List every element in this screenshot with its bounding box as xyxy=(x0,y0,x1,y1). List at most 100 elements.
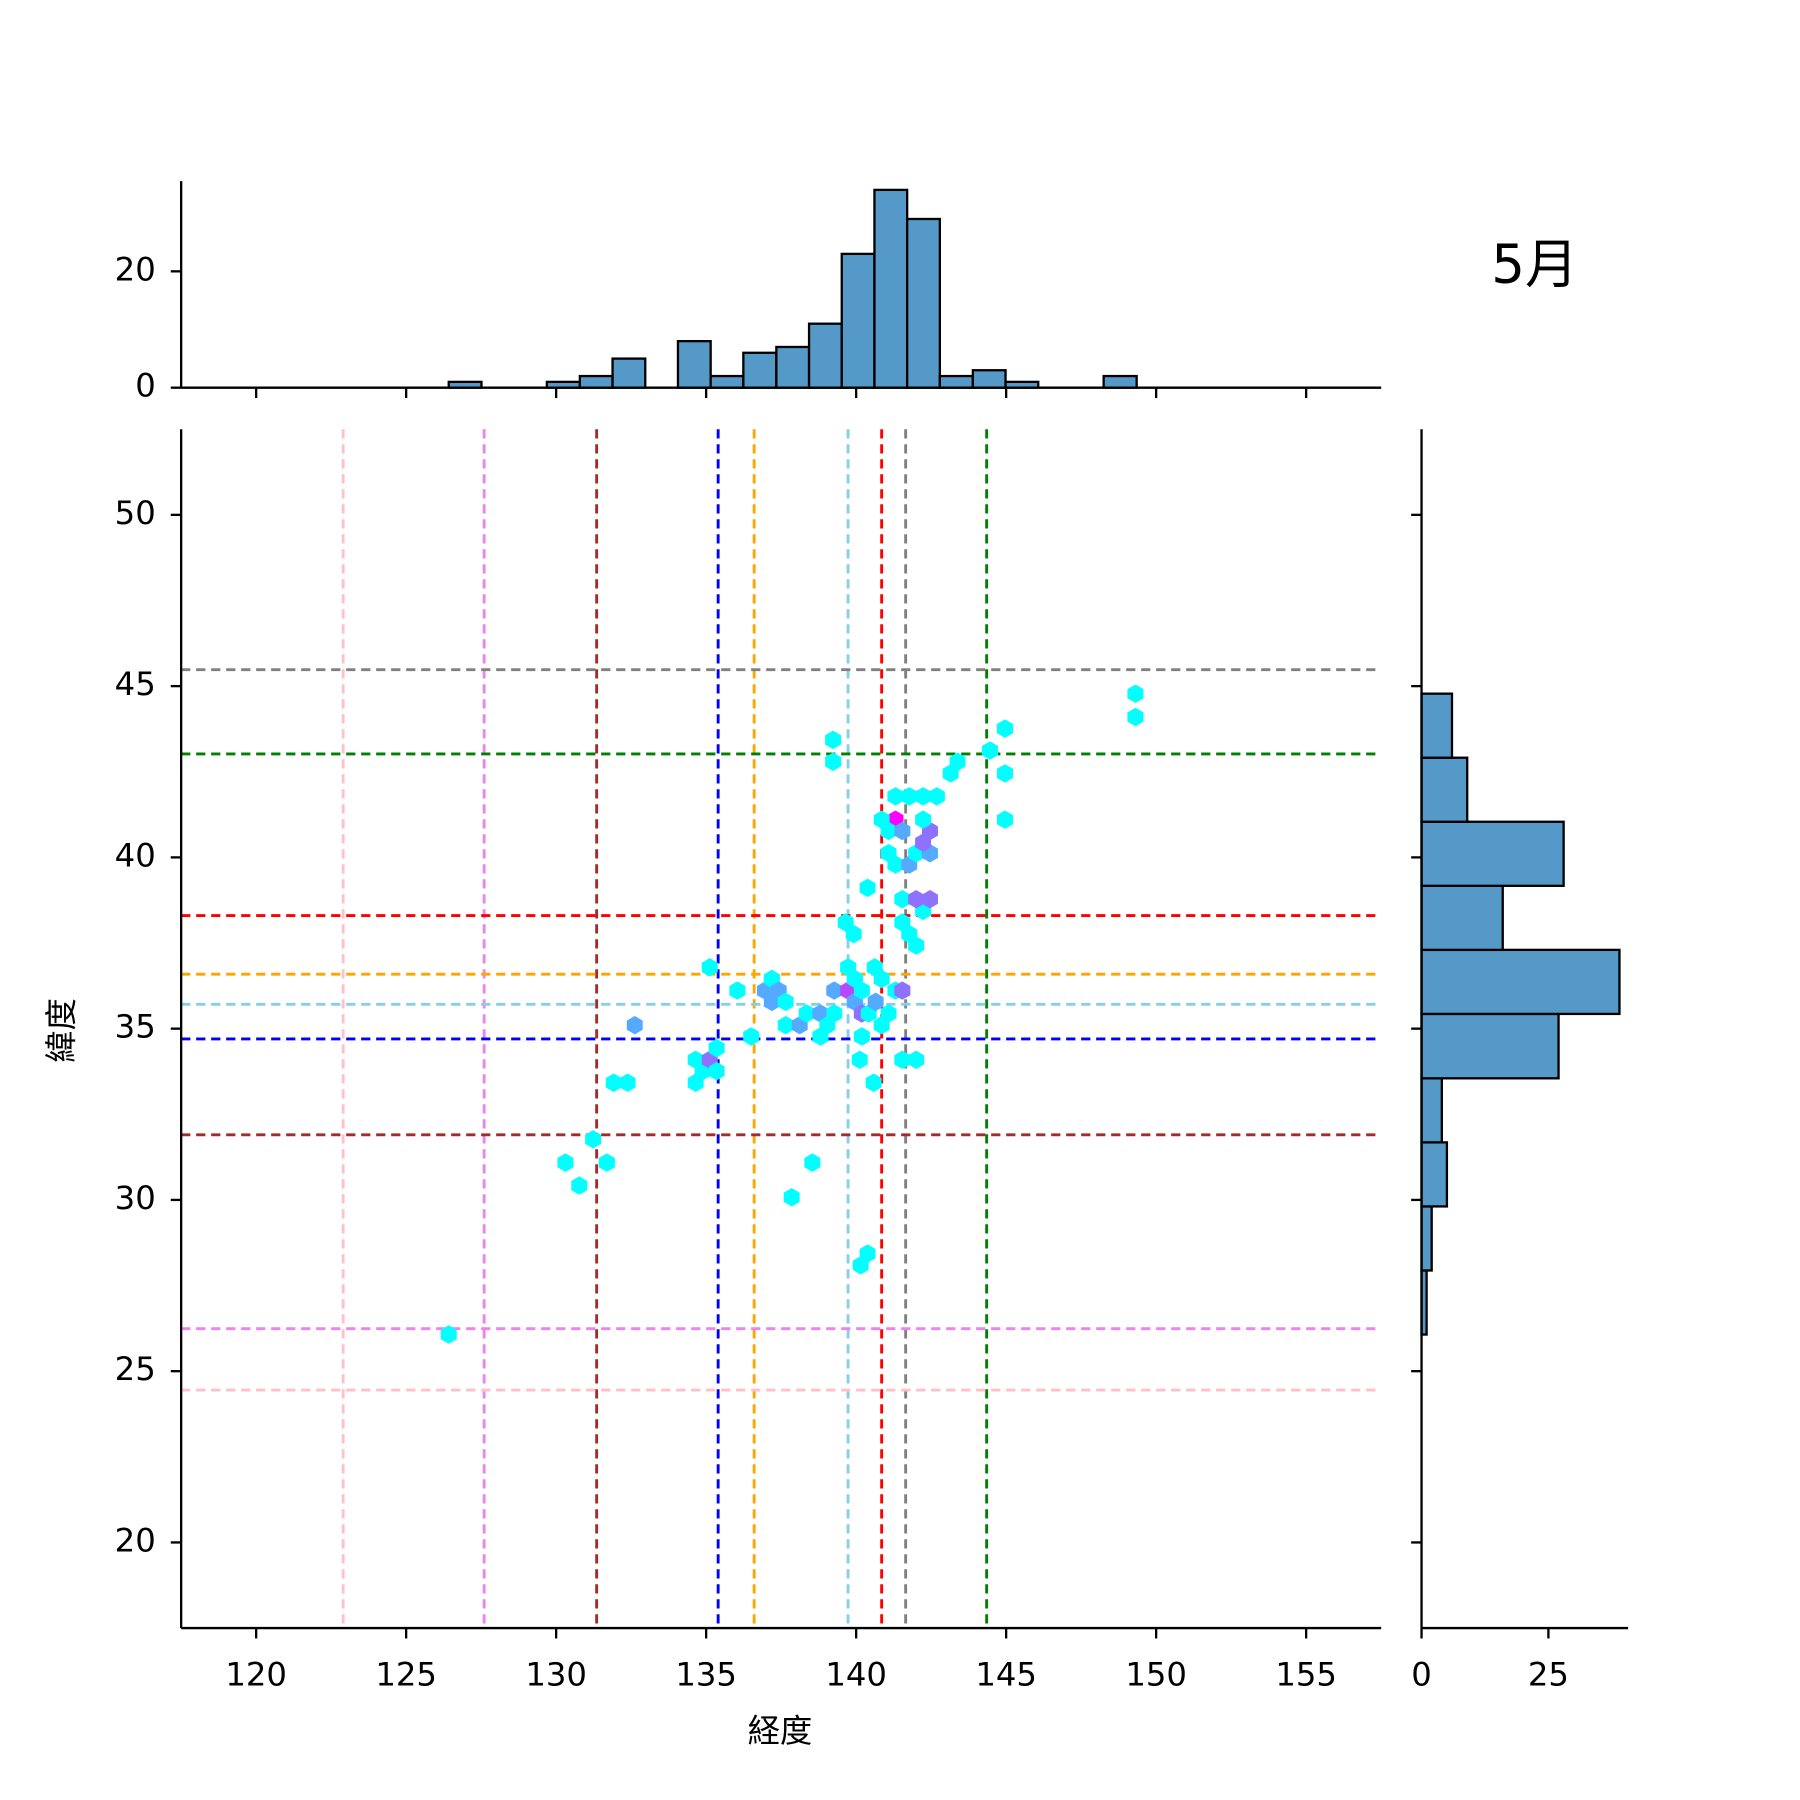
histogram-bar xyxy=(807,322,843,389)
x-axis-label: 経度 xyxy=(748,1712,813,1750)
hexbin-cell xyxy=(867,992,884,1012)
x-tick-label: 130 xyxy=(525,1656,587,1694)
x-tick-label: 135 xyxy=(675,1656,737,1694)
hexbin-cell xyxy=(908,1050,925,1070)
y-tick-label: 25 xyxy=(115,1350,156,1388)
hexbin-cell xyxy=(729,981,746,1000)
histogram-bar xyxy=(1420,1141,1449,1208)
chart-title: 5月 xyxy=(1491,233,1578,295)
hexbin-cell xyxy=(571,1176,588,1195)
histogram-bar xyxy=(611,357,647,389)
hexbin-cell xyxy=(880,1004,897,1023)
hexbin-cell xyxy=(777,992,794,1012)
hexbin-cell xyxy=(845,924,862,944)
hexbin-cell xyxy=(825,730,842,750)
histogram-bar xyxy=(971,369,1007,389)
hexbin-cell xyxy=(996,764,1013,783)
histogram-bar xyxy=(938,374,975,389)
histogram-bar xyxy=(742,351,778,389)
x-tick-label: 155 xyxy=(1275,1656,1337,1694)
hexbin-cell xyxy=(949,752,966,771)
hexbin-cell xyxy=(825,752,842,771)
x-tick-label: 125 xyxy=(375,1656,437,1694)
x-tick-label: 0 xyxy=(1411,1656,1432,1694)
hexbin-cell xyxy=(783,1188,800,1207)
histogram-bar xyxy=(1420,1205,1433,1272)
hexbin-cell xyxy=(894,889,911,909)
hexbin-cell xyxy=(894,981,911,1000)
hexbin-cell xyxy=(557,1153,574,1172)
hexbin-cell xyxy=(777,1015,794,1035)
histogram-bar xyxy=(578,374,614,389)
histogram-bar xyxy=(906,217,942,389)
hexbin-cell xyxy=(826,1004,843,1023)
hexbin-cell xyxy=(996,719,1013,738)
hexbin-cell xyxy=(852,1256,869,1275)
x-tick-label: 150 xyxy=(1125,1656,1187,1694)
histogram-bar xyxy=(1420,1012,1560,1080)
y-tick-label: 20 xyxy=(115,250,156,288)
histogram-bar xyxy=(1420,820,1565,887)
histogram-bar xyxy=(709,374,745,389)
hexbin-cell xyxy=(701,958,718,977)
hexbin-cell xyxy=(804,1153,821,1172)
hexbin-cell xyxy=(598,1153,615,1172)
hexbin-cell xyxy=(708,1061,725,1081)
histogram-bar xyxy=(873,188,909,389)
y-tick-label: 30 xyxy=(115,1179,156,1217)
hexbin-cell xyxy=(981,741,998,760)
hexbin-cell xyxy=(826,981,843,1000)
hexbin-cell xyxy=(908,889,925,909)
hexbin-cell xyxy=(894,1050,911,1070)
hexbin-cell xyxy=(915,787,932,806)
y-tick-label: 20 xyxy=(115,1521,156,1559)
y-tick-label: 35 xyxy=(115,1008,156,1046)
hexbin-cell xyxy=(921,889,938,909)
hexbin-cell xyxy=(798,1004,815,1023)
x-tick-label: 140 xyxy=(825,1656,887,1694)
x-tick-label: 120 xyxy=(225,1656,287,1694)
hexbin-cell xyxy=(880,821,897,841)
x-tick-label: 145 xyxy=(975,1656,1037,1694)
histogram-bar xyxy=(775,345,811,389)
histogram-bar xyxy=(1420,884,1504,952)
histogram-bar xyxy=(1102,374,1138,389)
hexbin-cell xyxy=(743,1027,760,1046)
histogram-bar xyxy=(840,252,876,389)
hexbin-cell xyxy=(859,878,876,898)
hexbin-cell xyxy=(605,1073,622,1092)
hexbin-cell xyxy=(585,1130,602,1149)
hexbin-cell xyxy=(996,810,1013,829)
hexbin-cell xyxy=(901,787,918,806)
hexbin-cell xyxy=(853,1027,870,1046)
hexbin-cell xyxy=(851,1050,868,1070)
histogram-bar xyxy=(1420,948,1621,1016)
hexbin-cell xyxy=(880,844,897,863)
y-tick-label: 45 xyxy=(115,665,156,703)
hexbin-cell xyxy=(865,1073,882,1092)
hexbin-cell xyxy=(873,969,890,989)
hexbin-cell xyxy=(887,787,904,806)
histogram-bar xyxy=(1420,1077,1443,1144)
hexbin-cell xyxy=(626,1015,643,1035)
histogram-bar xyxy=(1420,756,1469,823)
x-tick-label: 25 xyxy=(1528,1656,1569,1694)
hexbin-cell xyxy=(915,810,932,829)
hexbin-cell xyxy=(708,1038,725,1058)
hexbin-cell xyxy=(837,913,854,932)
hexbin-cell xyxy=(619,1073,636,1092)
histogram-bar xyxy=(1420,692,1454,759)
histogram-bar xyxy=(676,339,712,389)
hexbin-cell xyxy=(908,936,925,955)
hexbin-cell xyxy=(440,1325,457,1344)
hexbin-cell xyxy=(846,969,863,989)
hexbin-cell xyxy=(1127,684,1144,703)
y-tick-label: 40 xyxy=(115,836,156,874)
y-tick-label: 50 xyxy=(115,494,156,532)
hexbin-cell xyxy=(894,821,911,841)
y-tick-label: 0 xyxy=(135,367,156,405)
y-axis-label: 緯度 xyxy=(42,998,80,1063)
hexbin-cell xyxy=(928,787,945,806)
hexbin-cell xyxy=(1127,707,1144,727)
